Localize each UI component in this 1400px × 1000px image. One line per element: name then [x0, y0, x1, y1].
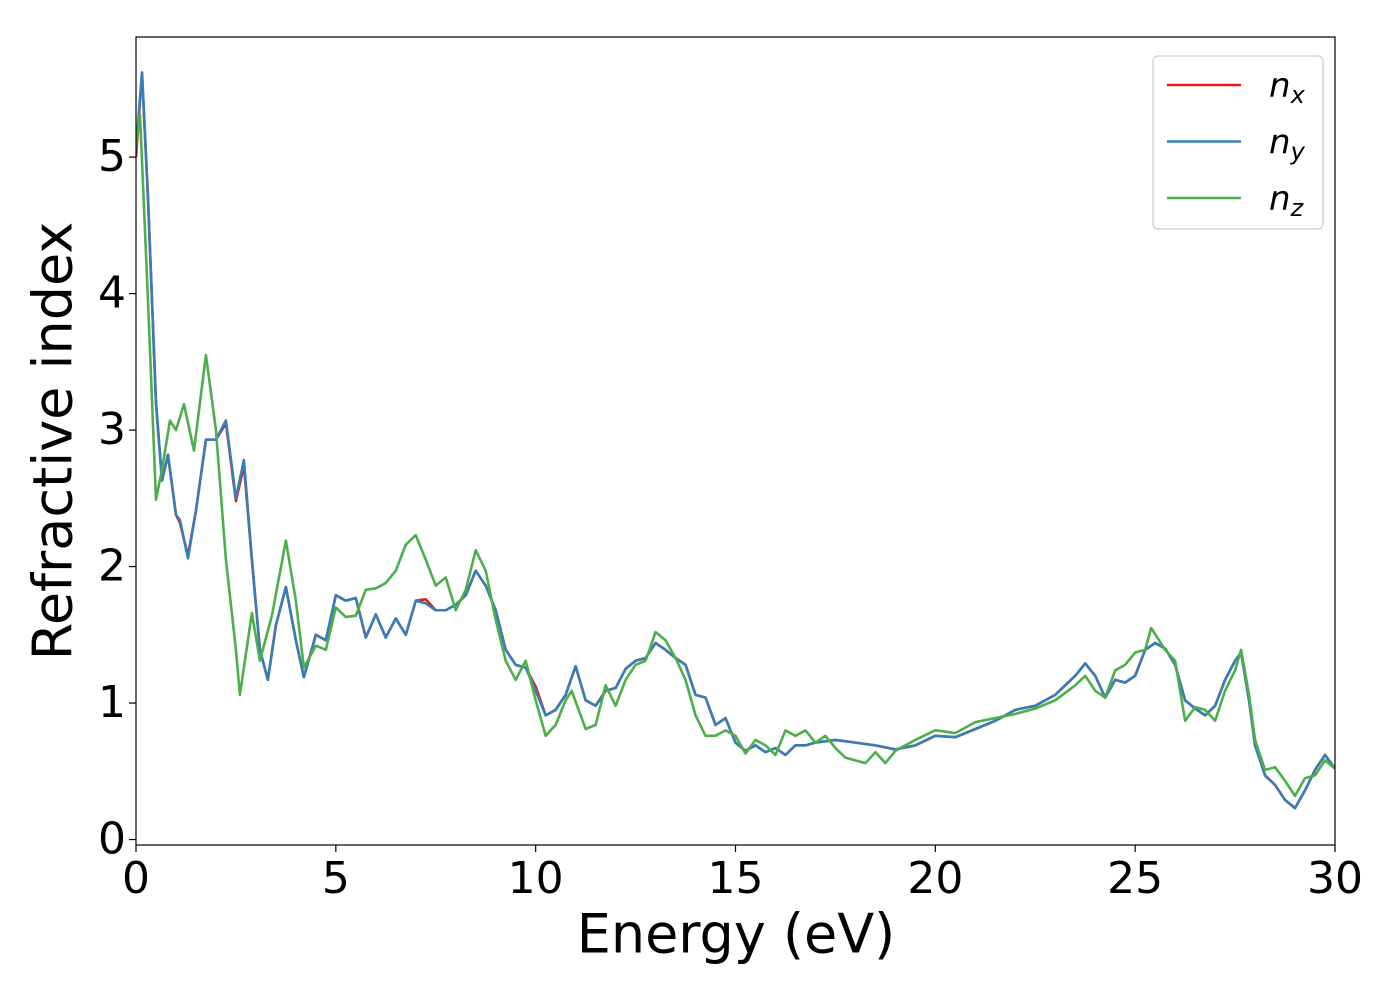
x-tick-label: 15 — [708, 853, 764, 904]
x-tick-label: 20 — [907, 853, 963, 904]
y-axis-label: Refractive index — [22, 222, 85, 661]
y-tick-label: 3 — [98, 404, 126, 455]
x-axis-label: Energy (eV) — [577, 903, 896, 966]
legend-label: ny — [1269, 122, 1306, 166]
plot-frame — [135, 36, 1336, 846]
x-tick-label: 10 — [508, 853, 564, 904]
y-tick-label: 4 — [98, 268, 126, 319]
x-tick-label: 25 — [1107, 853, 1163, 904]
legend-label: nx — [1269, 66, 1306, 110]
line-series — [136, 113, 1335, 798]
x-tick-label: 30 — [1307, 853, 1363, 904]
line-series — [136, 71, 1335, 810]
x-tick-label: 5 — [322, 853, 350, 904]
y-tick-label: 2 — [98, 541, 126, 592]
y-tick-label: 1 — [98, 677, 126, 728]
legend-label: nz — [1269, 179, 1305, 223]
y-tick-label: 0 — [98, 814, 126, 865]
x-tick-label: 0 — [122, 853, 150, 904]
y-tick-label: 5 — [98, 131, 126, 182]
